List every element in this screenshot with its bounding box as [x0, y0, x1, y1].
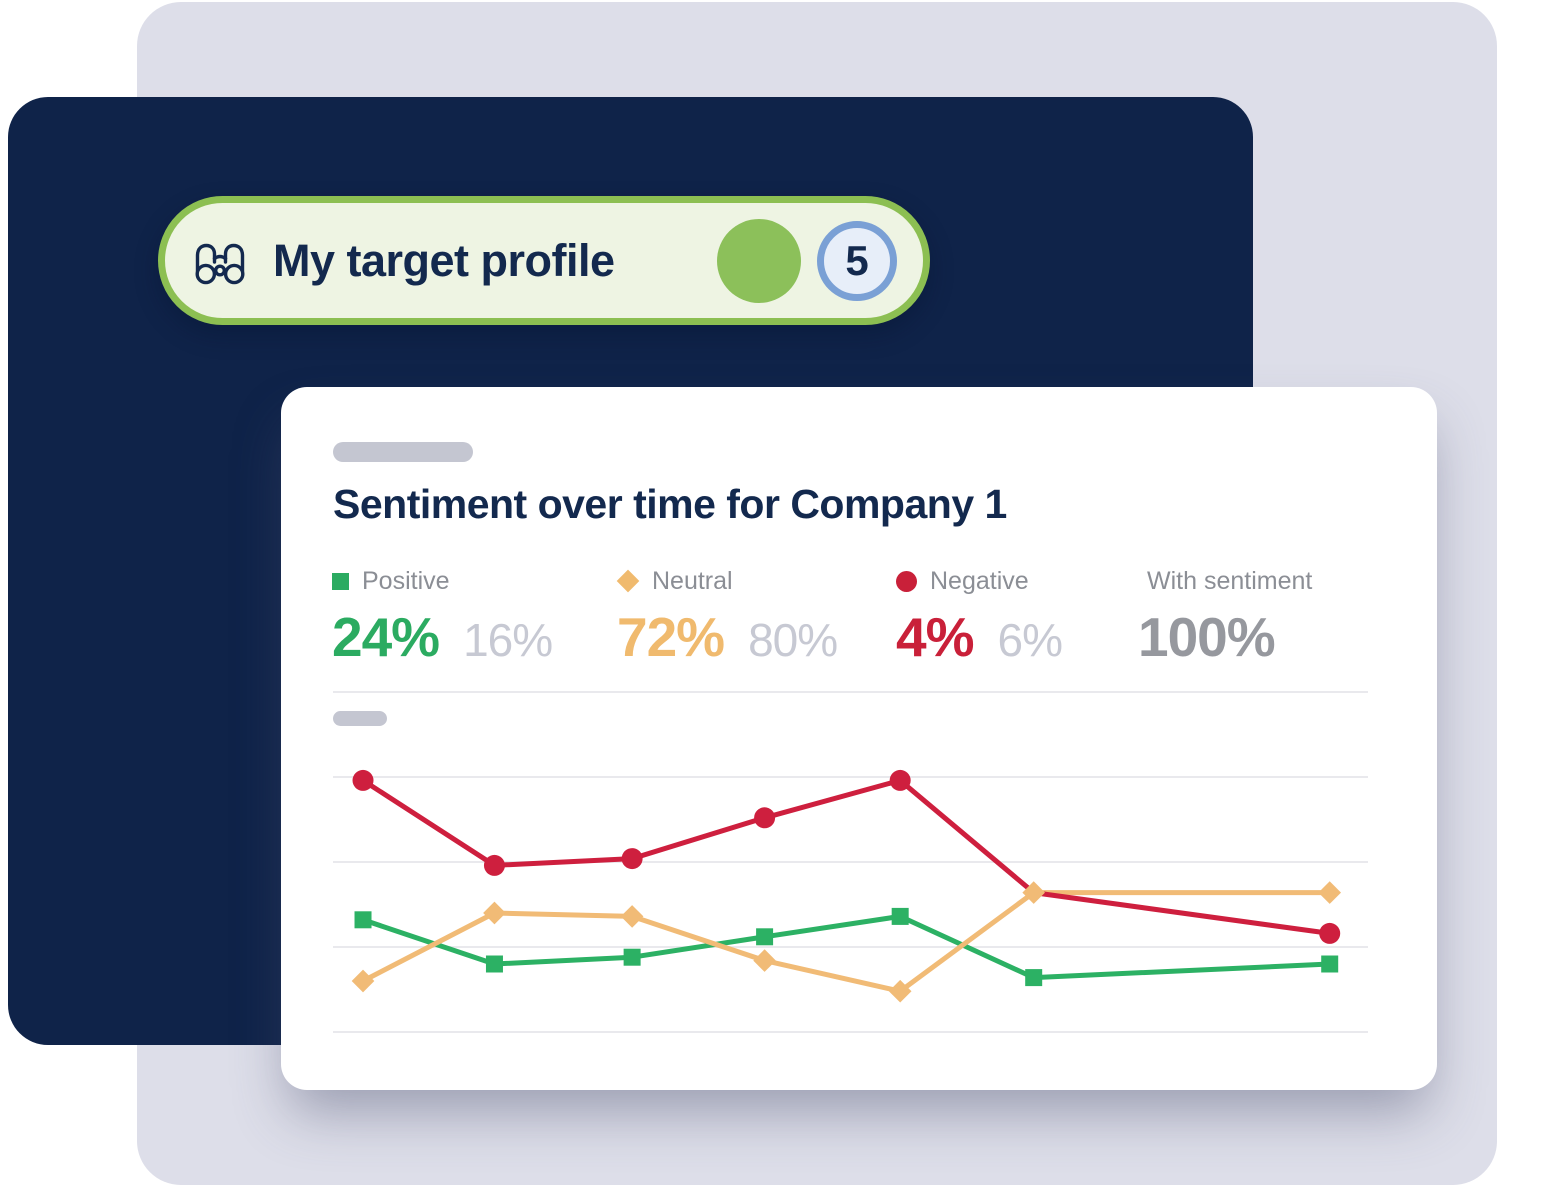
- skeleton-bar: [333, 442, 473, 462]
- legend-item-positive[interactable]: Positive 24% 16%: [332, 566, 553, 668]
- legend-label: With sentiment: [1147, 566, 1313, 595]
- card-title: Sentiment over time for Company 1: [333, 481, 1007, 527]
- count-badge-value: 5: [845, 236, 869, 284]
- target-profile-pill[interactable]: My target profile 5: [158, 196, 930, 325]
- status-dot: [717, 218, 801, 303]
- neutral-secondary-value: 80%: [748, 614, 838, 666]
- legend-label: Positive: [362, 566, 450, 595]
- target-profile-label: My target profile: [273, 234, 615, 286]
- legend-item-negative[interactable]: Negative 4% 6%: [896, 566, 1063, 668]
- positive-value: 24%: [332, 606, 440, 668]
- chart-legend: Positive 24% 16% Neutral 72% 80%: [332, 567, 1397, 677]
- negative-value: 4%: [896, 606, 974, 668]
- legend-label: Negative: [930, 566, 1029, 595]
- legend-item-with-sentiment: With sentiment 100%: [1138, 566, 1313, 668]
- sentiment-card: Sentiment over time for Company 1 Positi…: [281, 387, 1437, 1090]
- legend-item-neutral[interactable]: Neutral 72% 80%: [616, 566, 838, 668]
- legend-label: Neutral: [652, 566, 733, 595]
- negative-secondary-value: 6%: [997, 614, 1063, 666]
- neutral-value: 72%: [617, 606, 725, 668]
- with-sentiment-value: 100%: [1138, 606, 1276, 668]
- negative-circle-icon: [896, 570, 917, 592]
- positive-square-icon: [332, 572, 349, 590]
- binoculars-icon: [195, 243, 245, 284]
- neutral-diamond-icon: [616, 569, 640, 593]
- sentiment-line-chart: [333, 691, 1368, 1033]
- skeleton-bar-small: [333, 711, 387, 726]
- count-badge: 5: [817, 220, 897, 301]
- positive-secondary-value: 16%: [463, 614, 553, 666]
